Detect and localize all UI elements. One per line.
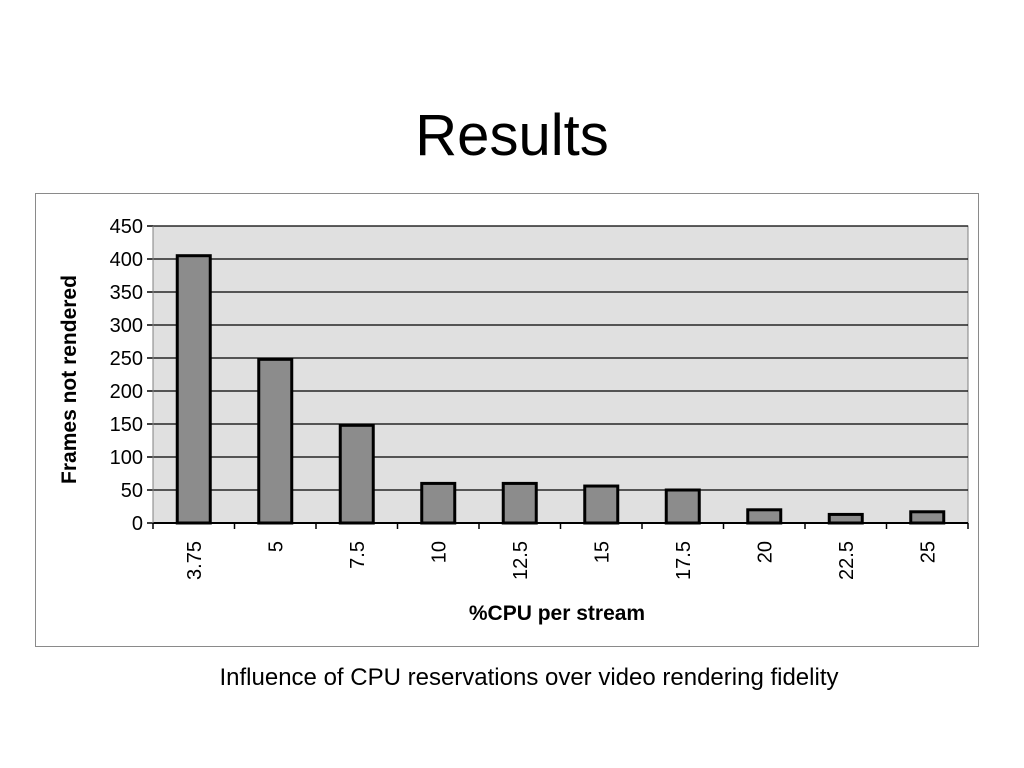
y-tick-label: 50 (121, 480, 143, 502)
bar (909, 510, 946, 525)
x-tick-label: 7.5 (347, 541, 369, 569)
bar (501, 481, 538, 525)
chart-frame: 0 50 100 150 200 250 300 350 400 450 3.75 5 7.5 10 12… (35, 193, 979, 647)
bar (746, 508, 783, 525)
y-tick-label: 250 (110, 348, 143, 370)
x-tick-label: 12.5 (510, 541, 532, 580)
bar (338, 423, 375, 525)
bar (664, 488, 701, 525)
y-tick-label: 0 (132, 513, 143, 535)
x-tick-label: 22.5 (836, 541, 858, 580)
y-tick-label: 300 (110, 315, 143, 337)
bars (175, 254, 946, 525)
y-tick-label: 200 (110, 381, 143, 403)
x-tick-label: 17.5 (673, 541, 695, 580)
x-tick-label: 25 (917, 541, 939, 563)
x-tick-label: 15 (591, 541, 613, 563)
x-tick-label: 20 (754, 541, 776, 563)
bar-chart: 0 50 100 150 200 250 300 350 400 450 3.75 5 7.5 10 12… (58, 216, 969, 625)
x-tick-label: 3.75 (184, 541, 206, 580)
x-axis-title: %CPU per stream (469, 602, 645, 625)
y-axis-title: Frames not rendered (58, 275, 81, 484)
bar (827, 512, 864, 525)
x-tick-label: 10 (428, 541, 450, 563)
x-axis-ticks: 3.75 5 7.5 10 12.5 15 17.5 20 22.5 25 (152, 523, 969, 580)
slide-title: Results (415, 103, 609, 168)
bar (420, 481, 457, 525)
bar (175, 254, 212, 525)
y-tick-label: 450 (110, 216, 143, 238)
y-axis-ticks: 0 50 100 150 200 250 300 350 400 450 (110, 216, 153, 535)
y-tick-label: 350 (110, 282, 143, 304)
figure-caption: Influence of CPU reservations over video… (219, 664, 839, 691)
x-tick-label: 5 (265, 541, 287, 552)
bar (257, 357, 294, 525)
y-tick-label: 100 (110, 447, 143, 469)
y-tick-label: 400 (110, 249, 143, 271)
y-tick-label: 150 (110, 414, 143, 436)
bar (583, 484, 620, 525)
